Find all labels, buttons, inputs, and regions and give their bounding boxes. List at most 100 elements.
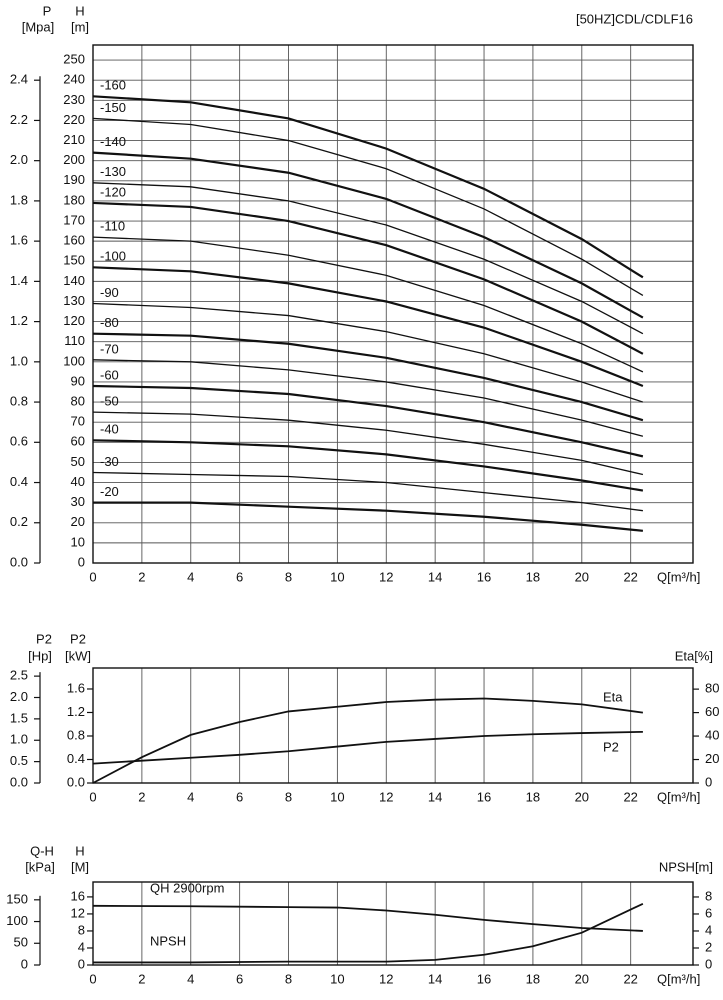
x-tick-label: 20: [575, 569, 589, 584]
axis-label: P2: [70, 631, 86, 646]
series-label: -50: [100, 394, 119, 409]
y3-tick-label: 2.0: [10, 689, 28, 704]
chart-title: [50HZ]CDL/CDLF16: [576, 11, 693, 26]
series-line: [92, 411, 644, 476]
series-line: [92, 904, 643, 932]
axis-unit: [Mpa]: [22, 19, 55, 34]
x-tick-label: 18: [526, 789, 540, 804]
series-line: [92, 302, 644, 403]
y-tick-label: 40: [71, 474, 85, 489]
y-tick-label: 120: [63, 313, 85, 328]
series-line: [93, 902, 644, 964]
series-label: -100: [100, 249, 126, 264]
series-label: -160: [100, 78, 126, 93]
x-tick-label: 2: [138, 971, 145, 986]
axis-label: NPSH[m]: [659, 859, 713, 874]
y-tick-label: 210: [63, 132, 85, 147]
y3-tick-label: 0: [21, 956, 28, 971]
x-tick-label: 2: [138, 569, 145, 584]
x-tick-label: 10: [330, 971, 344, 986]
x-tick-label: 14: [428, 971, 442, 986]
series-line: [92, 439, 644, 492]
x-tick-label: 12: [379, 971, 393, 986]
y-tick-label: 220: [63, 112, 85, 127]
y-tick-label: 170: [63, 212, 85, 227]
y-tick-label: 8: [78, 922, 85, 937]
series-line: [92, 332, 644, 422]
series-label: -90: [100, 285, 119, 300]
axis-unit: [M]: [71, 859, 89, 874]
series-label: P2: [603, 739, 619, 754]
series-label: -130: [100, 164, 126, 179]
x-axis-label: Q[m³/h]: [657, 971, 700, 986]
x-tick-label: 0: [89, 971, 96, 986]
x-tick-label: 2: [138, 789, 145, 804]
axis-unit: [m]: [71, 19, 89, 34]
axis-unit: [kPa]: [25, 859, 55, 874]
y-tick-label: 90: [71, 373, 85, 388]
x-tick-label: 22: [623, 789, 637, 804]
y-tick-label: 20: [71, 514, 85, 529]
y-tick-label: 4: [78, 939, 85, 954]
x-tick-label: 18: [526, 569, 540, 584]
y-tick-label: 0: [78, 554, 85, 569]
x-tick-label: 4: [187, 971, 194, 986]
y-tick-label: 0: [78, 956, 85, 971]
y2-tick-label: 1.0: [10, 353, 28, 368]
series-label: -110: [100, 219, 125, 234]
y2-tick-label: 0.6: [10, 434, 28, 449]
x-tick-label: 6: [236, 789, 243, 804]
axis-label: H: [75, 843, 84, 858]
axis-label: H: [75, 3, 84, 18]
series-label: -60: [100, 367, 119, 382]
series-label: -140: [100, 134, 126, 149]
series-label: -80: [100, 315, 119, 330]
x-tick-label: 22: [623, 971, 637, 986]
series-line: [92, 95, 644, 279]
y3-tick-label: 2.5: [10, 668, 28, 683]
y-tick-label: 60: [71, 434, 85, 449]
y2-tick-label: 80: [705, 681, 719, 696]
y-tick-label: 50: [71, 454, 85, 469]
axis-label: P: [43, 3, 52, 18]
x-tick-label: 10: [330, 789, 344, 804]
x-tick-label: 16: [477, 569, 491, 584]
series-label: -70: [100, 341, 119, 356]
y-tick-label: 250: [63, 52, 85, 67]
axis-label: Eta[%]: [675, 648, 713, 663]
y3-tick-label: 1.5: [10, 710, 28, 725]
x-tick-label: 8: [285, 569, 292, 584]
axis-unit: [Hp]: [28, 648, 52, 663]
y-tick-label: 16: [71, 888, 85, 903]
y2-tick-label: 2: [705, 939, 712, 954]
y2-tick-label: 0.4: [10, 474, 28, 489]
y-tick-label: 10: [71, 534, 85, 549]
x-tick-label: 20: [575, 789, 589, 804]
series-line: [92, 384, 644, 458]
y-tick-label: 140: [63, 273, 85, 288]
y-tick-label: 0.4: [67, 751, 85, 766]
y3-tick-label: 50: [14, 935, 28, 950]
y-tick-label: 0.0: [67, 774, 85, 789]
series-line: [93, 501, 644, 532]
y-tick-label: 190: [63, 172, 85, 187]
y2-tick-label: 40: [705, 727, 719, 742]
y2-tick-label: 1.4: [10, 273, 28, 288]
series-label: -150: [100, 100, 126, 115]
y3-tick-label: 150: [6, 891, 28, 906]
x-tick-label: 10: [330, 569, 344, 584]
y2-tick-label: 60: [705, 704, 719, 719]
series-line: [92, 471, 643, 512]
y2-tick-label: 0.0: [10, 554, 28, 569]
y-tick-label: 30: [71, 494, 85, 509]
y2-tick-label: 0: [705, 774, 712, 789]
y2-tick-label: 0.2: [10, 514, 28, 529]
series-label: -40: [100, 422, 119, 437]
x-tick-label: 8: [285, 789, 292, 804]
y-tick-label: 200: [63, 152, 85, 167]
x-tick-label: 4: [187, 569, 194, 584]
series-line: [92, 359, 644, 437]
y2-tick-label: 4: [705, 922, 712, 937]
x-tick-label: 6: [236, 569, 243, 584]
